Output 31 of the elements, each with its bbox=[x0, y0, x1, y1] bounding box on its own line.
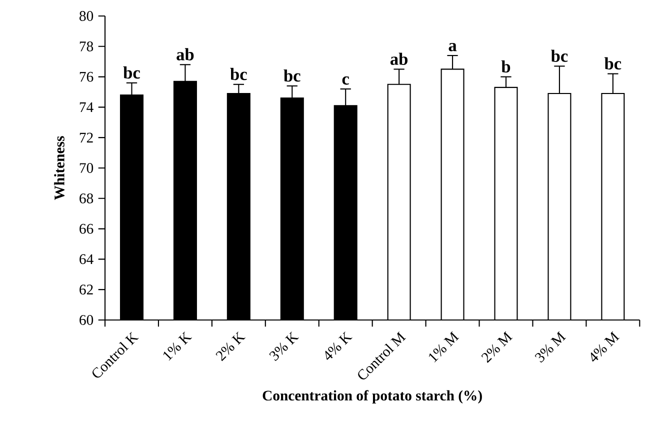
y-tick-label: 78 bbox=[80, 41, 94, 52]
y-tick-label: 60 bbox=[80, 315, 94, 325]
y-tick-label: 74 bbox=[80, 102, 94, 112]
annotation: c bbox=[342, 76, 350, 85]
x-tick-label: 3% M bbox=[534, 331, 566, 363]
annotation: bc bbox=[604, 57, 622, 70]
y-tick-label: 68 bbox=[80, 193, 94, 204]
annotation: ab bbox=[390, 52, 408, 65]
x-tick-label: 4% M bbox=[590, 331, 620, 362]
annotation: ab bbox=[176, 48, 194, 60]
y-tick-label: 80 bbox=[80, 11, 94, 21]
annotation: bc bbox=[284, 69, 300, 82]
x-axis-title: Concentration of potato starch (%) bbox=[262, 390, 482, 404]
annotation: bc bbox=[551, 50, 568, 62]
x-tick-label: 1% M bbox=[429, 331, 460, 362]
annotation: bc bbox=[230, 68, 247, 80]
y-tick-label: 70 bbox=[80, 163, 94, 173]
y-tick-label: 66 bbox=[80, 224, 94, 234]
y-tick-label: 64 bbox=[80, 254, 94, 264]
x-tick-label: 2% K bbox=[216, 332, 246, 362]
y-axis-title: Whiteness bbox=[54, 136, 64, 200]
x-tick-label: 2% M bbox=[481, 331, 513, 363]
y-tick-label: 62 bbox=[80, 284, 93, 295]
annotation: bc bbox=[123, 66, 140, 79]
annotation: a bbox=[448, 42, 457, 52]
annotation: b bbox=[501, 60, 510, 73]
x-tick-label: 4% K bbox=[325, 332, 352, 360]
x-tick-label: 3% K bbox=[269, 332, 299, 361]
x-tick-label: 1% K bbox=[163, 332, 192, 361]
y-tick-label: 76 bbox=[80, 72, 94, 82]
y-tick-label: 72 bbox=[80, 132, 93, 142]
